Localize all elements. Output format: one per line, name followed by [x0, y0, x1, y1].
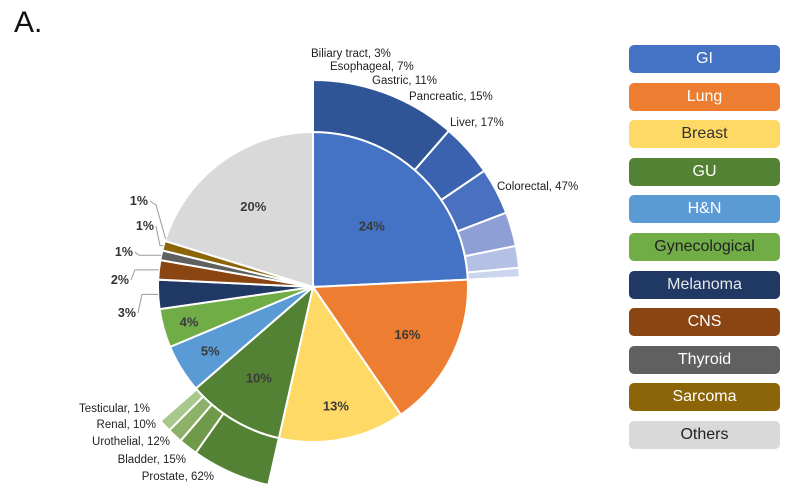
gi-sub-label: Biliary tract, 3%	[311, 48, 391, 60]
slice-others	[163, 130, 314, 289]
gu-sub-label: Testicular, 1%	[79, 403, 150, 415]
slice-label-h-n: 5%	[201, 344, 220, 359]
slice-label-thyroid: 1%	[115, 245, 133, 259]
slice-label-others: 20%	[240, 199, 266, 214]
gi-sub-label: Gastric, 11%	[372, 75, 437, 87]
slice-lung	[311, 278, 469, 417]
legend-item-thyroid: Thyroid	[629, 345, 780, 374]
gu-sub-label: Bladder, 15%	[118, 454, 186, 466]
leader-line-extra	[149, 200, 167, 240]
leader-line-melanoma	[137, 293, 159, 314]
slice-label-breast: 13%	[323, 399, 349, 414]
gi-sub-biliary-tract	[466, 266, 521, 281]
legend-item-h-n: H&N	[629, 195, 780, 224]
slice-breast	[277, 284, 403, 443]
leader-line-sarcoma	[155, 225, 164, 247]
legend-item-gi: GI	[629, 45, 780, 73]
legend-item-cns: CNS	[629, 308, 780, 337]
slice-label-extra: 1%	[130, 194, 148, 208]
gi-sub-label: Esophageal, 7%	[330, 61, 414, 73]
slice-label-cns: 2%	[111, 273, 129, 287]
slice-label-lung: 16%	[394, 327, 420, 342]
legend-item-gu: GU	[629, 157, 780, 186]
slice-label-melanoma: 3%	[118, 306, 136, 320]
panel-label: A.	[14, 6, 43, 39]
gi-sub-label: Liver, 17%	[450, 117, 504, 129]
leader-line-thyroid	[134, 251, 162, 256]
gu-sub-label: Urothelial, 12%	[92, 436, 170, 448]
legend-item-gynecological: Gynecological	[629, 232, 780, 261]
gi-sub-label: Colorectal, 47%	[497, 181, 578, 193]
gi-sub-label: Pancreatic, 15%	[409, 91, 493, 103]
legend-item-sarcoma: Sarcoma	[629, 383, 780, 412]
gu-sub-label: Renal, 10%	[97, 419, 156, 431]
legend-item-others: Others	[629, 420, 780, 449]
slice-label-gi: 24%	[359, 218, 385, 233]
gu-sub-testicular	[158, 387, 198, 423]
legend-item-breast: Breast	[629, 120, 780, 149]
pie-chart: Colorectal, 47% Liver, 17% Pancreatic, 15%…	[79, 48, 578, 487]
legend-item-lung: Lung	[629, 82, 780, 111]
gu-sub-label: Prostate, 62%	[142, 471, 214, 483]
slice-label-gu: 10%	[246, 370, 272, 385]
legend: GI Lung Breast GU H&N Gynecological Melanoma CN…	[629, 45, 780, 459]
leader-line-cns	[130, 269, 159, 281]
legend-item-melanoma: Melanoma	[629, 270, 780, 299]
slice-label-sarcoma: 1%	[136, 219, 154, 233]
slice-label-gynecological: 4%	[180, 314, 199, 329]
